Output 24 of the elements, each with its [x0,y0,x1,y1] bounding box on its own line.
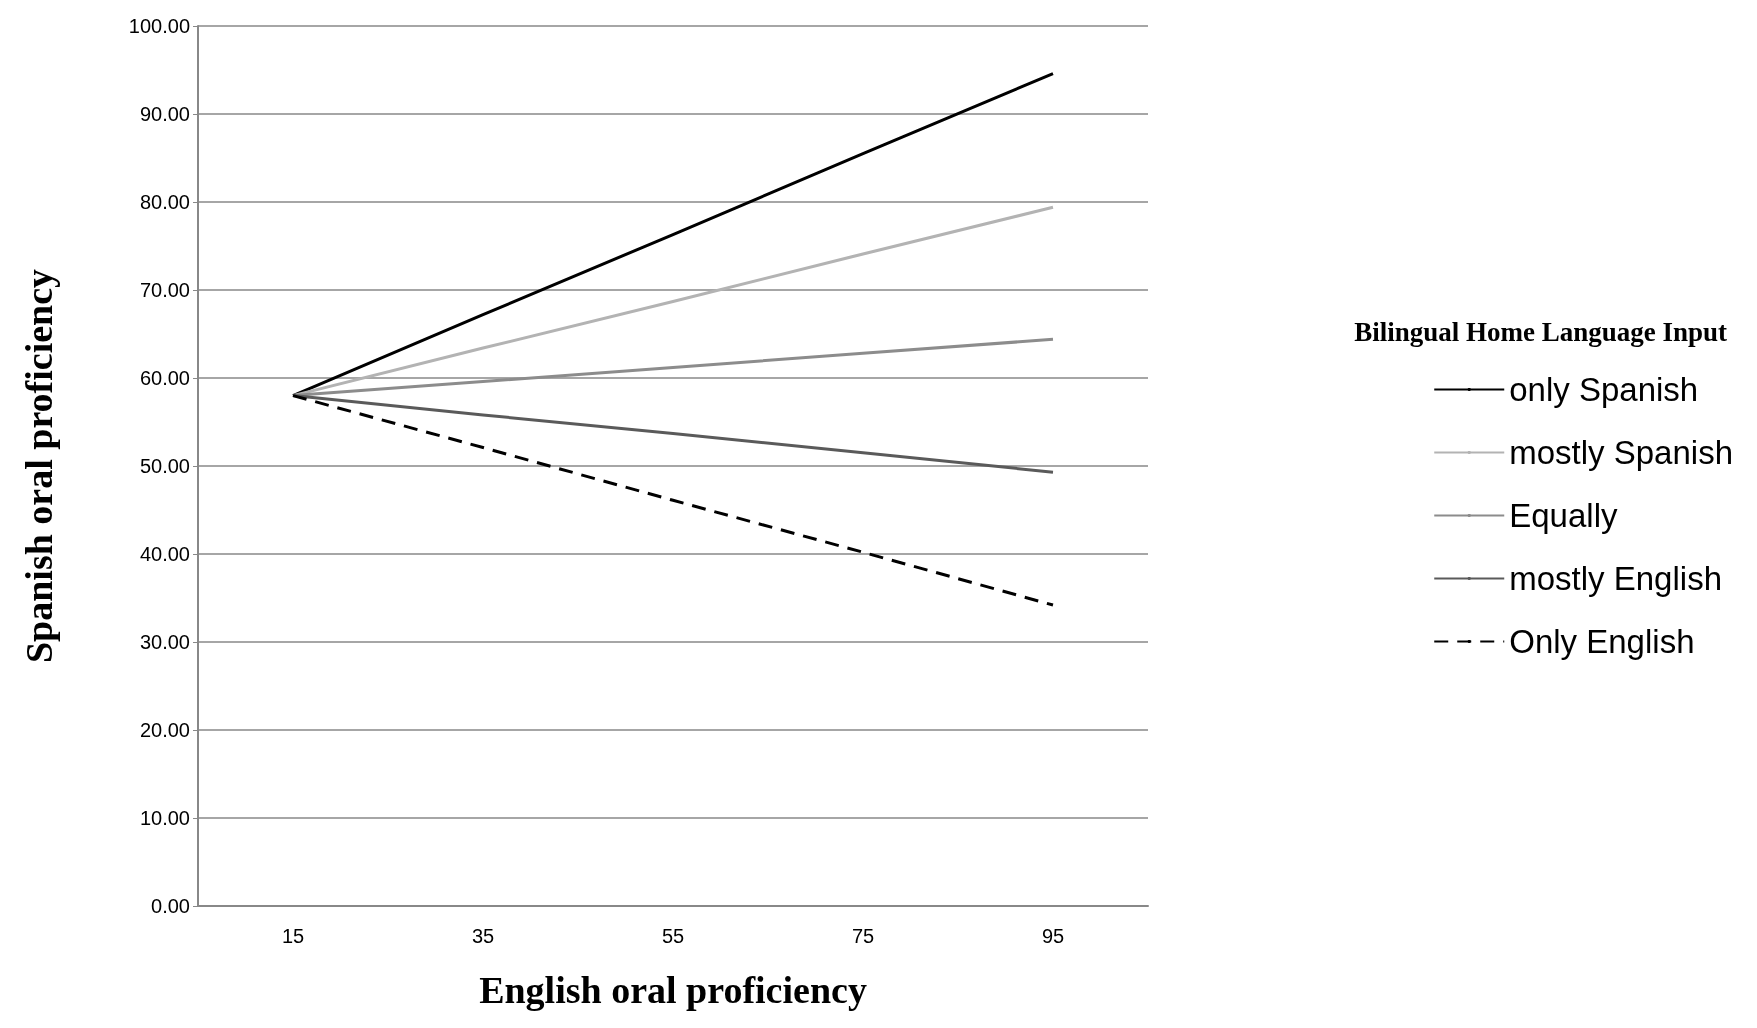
x-tick-label: 15 [281,925,305,947]
legend-label: only Spanish [1509,371,1699,408]
legend-label: Only English [1509,623,1695,660]
legend-label: Equally [1509,497,1618,534]
y-tick-label: 50.00 [139,455,190,477]
y-tick-label: 20.00 [139,719,190,741]
y-tick-label: 100.00 [128,15,190,37]
legend-label: mostly Spanish [1509,434,1733,471]
y-tick-label: 40.00 [139,543,190,565]
x-tick-label: 35 [471,925,495,947]
legend-title: Bilingual Home Language Input [1354,316,1728,347]
x-tick-label: 95 [1041,925,1065,947]
y-tick-label: 80.00 [139,191,190,213]
y-tick-label: 90.00 [139,103,190,125]
y-tick-label: 70.00 [139,279,190,301]
y-axis-title: Spanish oral proficiency [18,268,60,664]
y-tick-label: 10.00 [139,807,190,829]
legend-label: mostly English [1509,560,1722,597]
x-tick-label: 55 [661,925,685,947]
y-tick-label: 0.00 [151,895,190,917]
x-tick-label: 75 [851,925,875,947]
y-tick-label: 60.00 [139,367,190,389]
x-axis-title: English oral proficiency [479,969,867,1011]
y-tick-label: 30.00 [139,631,190,653]
